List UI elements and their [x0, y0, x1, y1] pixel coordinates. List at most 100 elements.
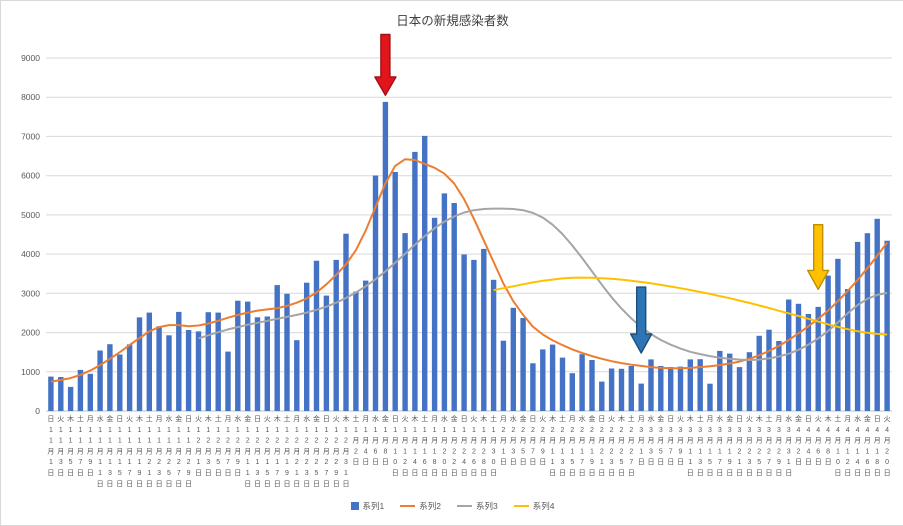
legend-label: 系列2 [419, 501, 441, 511]
bar [195, 331, 202, 411]
svg-text:3000: 3000 [21, 288, 40, 298]
bar [264, 316, 270, 411]
bar [884, 240, 890, 411]
bar [520, 318, 526, 411]
bar [431, 217, 438, 411]
bar [126, 344, 133, 411]
bar [845, 289, 851, 411]
bar [864, 233, 871, 411]
legend-item-series1[interactable]: 系列1 [350, 500, 384, 512]
x-axis-labels: 日 1 1 月 1 日火 1 1 月 3 日木 1 1 月 5 日土 1 1 月 7 日月 1 1 月 9 日水 1 1 月 1 1 日金 1 1… [47, 414, 890, 488]
bar [717, 350, 723, 411]
bar [815, 306, 821, 411]
bar [323, 295, 330, 411]
bar [451, 203, 457, 411]
bar [490, 279, 497, 411]
bar [67, 386, 74, 411]
bar [569, 373, 575, 411]
bar [500, 340, 507, 411]
line-系列3[interactable] [198, 207, 888, 361]
bar [185, 330, 192, 411]
line-marker-icon [513, 504, 529, 508]
bar [648, 359, 654, 411]
bar [353, 291, 359, 411]
bar [245, 301, 251, 411]
bar [313, 260, 320, 411]
bar [294, 340, 300, 411]
legend-item-series3[interactable]: 系列3 [457, 500, 498, 512]
bar [382, 101, 389, 412]
bar-marker-icon [350, 502, 359, 510]
legend-item-series4[interactable]: 系列4 [513, 500, 554, 512]
line-系列4[interactable] [493, 276, 888, 336]
legend: 系列1 系列2 系列3 系列4 [1, 500, 903, 512]
gold-down-arrow[interactable] [807, 223, 830, 291]
bar [333, 259, 339, 411]
svg-text:6000: 6000 [21, 171, 40, 181]
bar [579, 354, 585, 411]
bar [254, 317, 261, 411]
bar [471, 259, 477, 411]
bar [786, 299, 792, 411]
bar [461, 254, 467, 411]
red-down-arrow[interactable] [374, 33, 397, 97]
legend-item-series2[interactable]: 系列2 [400, 500, 441, 512]
blue-down-arrow[interactable] [630, 286, 653, 354]
bar [530, 363, 536, 411]
bar [156, 326, 162, 411]
bar [136, 317, 143, 411]
legend-label: 系列3 [476, 501, 498, 511]
bar [658, 366, 664, 411]
bar [274, 285, 280, 411]
bar [97, 350, 103, 411]
series1-bars[interactable] [48, 101, 890, 412]
svg-text:7000: 7000 [21, 131, 40, 141]
bar [677, 366, 684, 411]
bar [559, 357, 566, 411]
chart-title: 日本の新規感染者数 [396, 14, 509, 28]
bar [215, 312, 221, 411]
svg-text:8000: 8000 [21, 92, 40, 102]
bar [589, 360, 595, 411]
bar [805, 314, 812, 411]
bar [540, 349, 546, 411]
y-axis-labels: 0 1000 2000 3000 4000 5000 6000 7000 8000 9000 [21, 53, 40, 416]
bar [392, 172, 398, 411]
